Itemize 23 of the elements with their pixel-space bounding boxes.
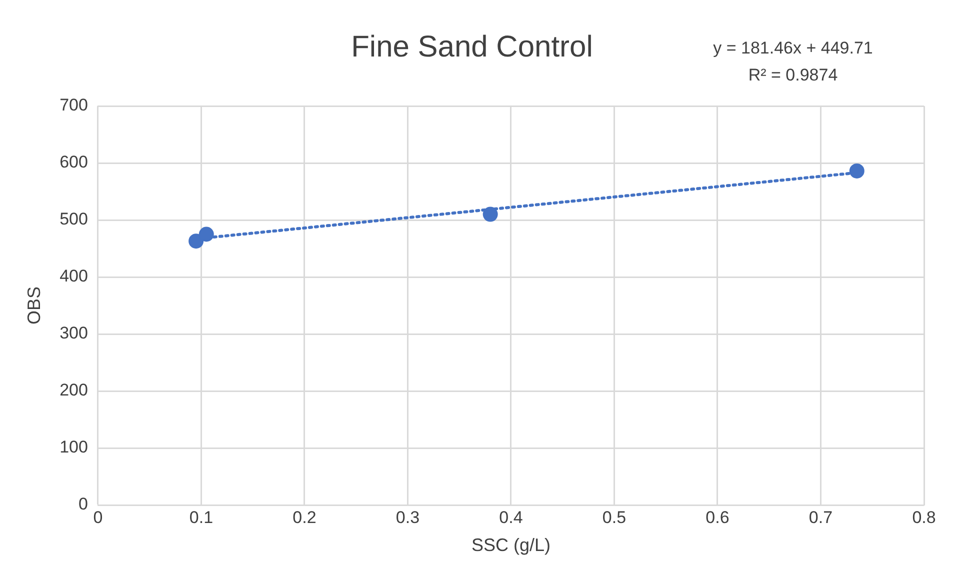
- y-tick-label: 500: [60, 210, 88, 229]
- y-tick-label: 700: [60, 96, 88, 115]
- y-tick-label: 400: [60, 266, 88, 286]
- point: [849, 163, 864, 178]
- x-tick-label: 0: [93, 508, 103, 527]
- chart-title: Fine Sand Control: [351, 30, 593, 64]
- x-tick-label: 0.4: [499, 508, 523, 527]
- y-axis-title: OBS: [24, 286, 44, 325]
- y-tick-label: 0: [78, 494, 88, 514]
- x-axis-title: SSC (g/L): [471, 535, 550, 556]
- y-tick-label: 300: [60, 324, 88, 343]
- x-tick-label: 0.7: [808, 508, 833, 527]
- x-tick-label: 0.2: [292, 508, 316, 527]
- x-tick-label: 0.6: [706, 508, 730, 527]
- x-tick-label: 0.8: [912, 508, 936, 527]
- x-tick-label: 0.5: [602, 508, 626, 527]
- y-tick-label: 600: [60, 152, 88, 172]
- text: y = 181.46x + 449.71: [713, 38, 873, 58]
- x-tick-label: 0.1: [189, 508, 214, 527]
- y-tick-label: 200: [60, 380, 88, 400]
- y-tick-label: 100: [60, 438, 88, 457]
- x-tick-label: 0.3: [396, 508, 420, 527]
- text: R² = 0.9874: [748, 66, 838, 85]
